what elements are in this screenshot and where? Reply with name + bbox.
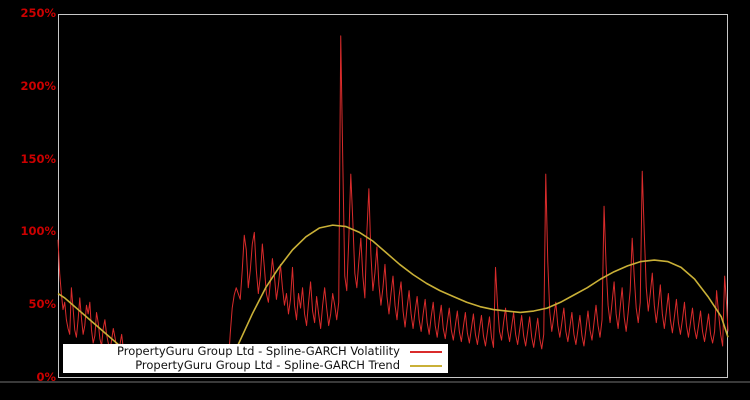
series-line-trend	[57, 224, 729, 368]
y-axis-tick-label: 200%	[20, 78, 56, 93]
y-axis-tick-label: 50%	[28, 297, 56, 312]
legend-label-trend: PropertyGuru Group Ltd - Spline-GARCH Tr…	[135, 357, 400, 372]
legend-entry-trend: PropertyGuru Group Ltd - Spline-GARCH Tr…	[63, 359, 448, 373]
legend-label-volatility: PropertyGuru Group Ltd - Spline-GARCH Vo…	[117, 343, 400, 358]
series-layer	[57, 35, 729, 368]
y-axis-tick-label: 100%	[20, 224, 56, 239]
y-axis-tick-label: 150%	[20, 151, 56, 166]
chart-legend: PropertyGuru Group Ltd - Spline-GARCH Vo…	[63, 344, 448, 373]
y-axis-tick-label: 0%	[36, 370, 56, 384]
y-axis-tick-label: 250%	[20, 6, 56, 20]
bottom-rule	[0, 381, 750, 383]
legend-entry-volatility: PropertyGuru Group Ltd - Spline-GARCH Vo…	[63, 345, 448, 359]
y-axis-tick-labels: 0% 50% 100% 150% 200% 250%	[0, 0, 56, 400]
legend-swatch-trend	[410, 364, 442, 367]
legend-swatch-volatility	[410, 350, 442, 353]
plot-frame	[58, 14, 728, 378]
series-line-volatility	[57, 35, 729, 367]
